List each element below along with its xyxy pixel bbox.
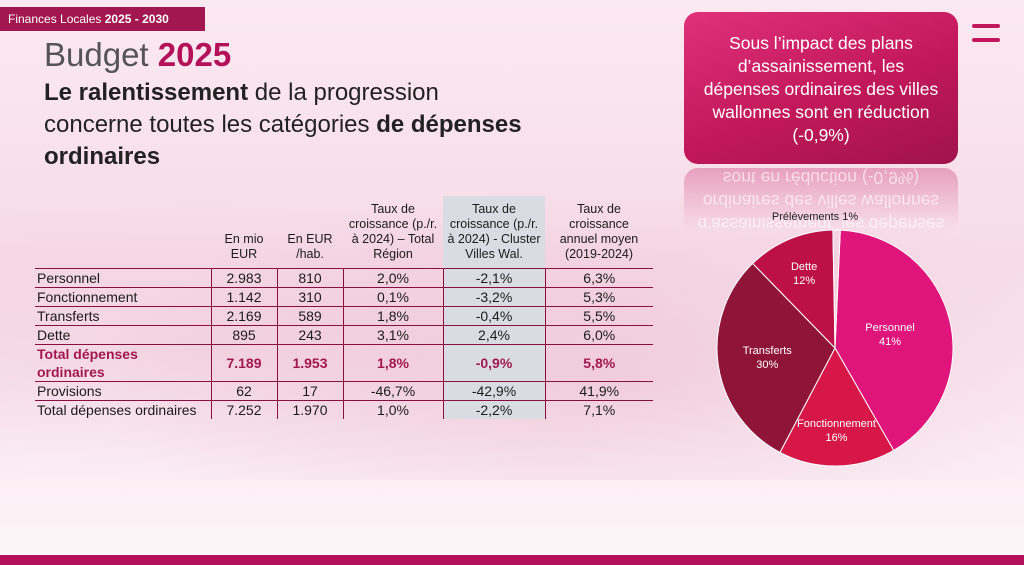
cell: 62 (210, 381, 277, 401)
pie-label-transferts: Transferts 30% (743, 344, 792, 372)
cell: 7.252 (210, 400, 277, 419)
row-label: Dette (35, 325, 211, 345)
cell: -3,2% (442, 287, 545, 307)
cell: 3,1% (342, 325, 443, 345)
section-tag: Finances Locales 2025 - 2030 (0, 7, 205, 31)
pie-label-value: 30% (756, 358, 779, 371)
cell: -0,9% (442, 344, 545, 382)
cell: 5,3% (544, 287, 653, 307)
pie-label-name: Fonctionnement (797, 417, 876, 430)
subtitle-middle: de la progression concerne toutes les ca… (44, 79, 439, 138)
cell: 1,8% (342, 306, 443, 326)
bottom-accent-bar (0, 555, 1024, 565)
pie-slice-fonctionnement (779, 346, 895, 467)
pie-slice-personnel (834, 229, 954, 452)
pie-label-prélèvements: Prélèvements 1% (771, 211, 859, 223)
callout-box: Sous l’impact des plans d’assainissement… (684, 12, 958, 164)
row-label: Personnel (35, 268, 211, 288)
title-prefix: Budget (44, 36, 149, 73)
cell: 1.970 (276, 400, 343, 419)
table-header-cluster: Taux de croissance (p./r. à 2024) - Clus… (443, 196, 545, 269)
cell: 243 (276, 325, 343, 345)
table-row: Provisions 62 17 -46,7% -42,9% 41,9% (35, 381, 653, 401)
cell: 1.142 (210, 287, 277, 307)
pie-slice-prélèvements (832, 229, 841, 349)
table-header: Taux de croissance annuel moyen (2019-20… (559, 202, 639, 261)
cell: 0,1% (342, 287, 443, 307)
pie-label-name: Transferts (742, 344, 792, 357)
cell: -42,9% (442, 381, 545, 401)
cell: 5,5% (544, 306, 653, 326)
pie-label-name: Dette (790, 260, 818, 273)
callout-reflection: Sous l’impact des plans d’assainissement… (684, 168, 958, 228)
cell: -2,2% (442, 400, 545, 419)
pie-chart: Personnel 41% Fonctionnement 16% Transferts 3… (715, 211, 955, 470)
row-label: Provisions (35, 381, 211, 401)
cell: 2.983 (210, 268, 277, 288)
row-label: Fonctionnement (35, 287, 211, 307)
pie-label-personnel: Personnel 41% (865, 321, 915, 349)
tag-years: 2025 - 2030 (104, 12, 169, 26)
hamburger-menu-icon[interactable] (972, 24, 1000, 44)
cell: 589 (276, 306, 343, 326)
pie-label-value: 12% (793, 274, 816, 287)
pie-label-value: 16% (825, 431, 848, 444)
cell: 895 (210, 325, 277, 345)
cell: 6,3% (544, 268, 653, 288)
pie-label-dette: Dette 12% (791, 260, 817, 288)
table-row-total: Total dépenses ordinaires 7.189 1.953 1,… (35, 344, 653, 382)
pie-slice-dette (751, 229, 836, 350)
cell: 7.189 (210, 344, 277, 382)
cell: 5,8% (544, 344, 653, 382)
pie-slice-transferts (716, 262, 836, 454)
cell: 1,0% (342, 400, 443, 419)
row-label: Transferts (35, 306, 211, 326)
title-year: 2025 (157, 36, 232, 73)
cell: 41,9% (544, 381, 653, 401)
table-row: Transferts 2.169 589 1,8% -0,4% 5,5% (35, 306, 653, 326)
cell: 2,4% (442, 325, 545, 345)
cell: -2,1% (442, 268, 545, 288)
pie-label-value: 41% (879, 335, 902, 348)
pie-chart-svg (716, 229, 954, 467)
subtitle-bold-2: de dépenses ordinaires (44, 111, 522, 170)
cell: -46,7% (342, 381, 443, 401)
pie-label-fonctionnement: Fonctionnement 16% (797, 417, 876, 445)
cell: 2.169 (210, 306, 277, 326)
page-title: Budget 2025 (44, 36, 231, 74)
cell: -0,4% (442, 306, 545, 326)
cell: 7,1% (544, 400, 653, 419)
subtitle-bold-1: Le ralentissement (44, 79, 249, 106)
row-label: Total dépenses ordinaires (35, 344, 211, 382)
cell: 6,0% (544, 325, 653, 345)
pie-label-name: Personnel (865, 321, 915, 334)
tag-text: Finances Locales (8, 12, 102, 26)
table-row-grand-total: Total dépenses ordinaires 7.252 1.970 1,… (35, 400, 653, 419)
cell: 17 (276, 381, 343, 401)
table-header: Taux de croissance (p./r. à 2024) – Tota… (348, 202, 438, 261)
page-subtitle: Le ralentissement de la progression conc… (44, 77, 544, 173)
table-row: Fonctionnement 1.142 310 0,1% -3,2% 5,3% (35, 287, 653, 307)
cell: 1.953 (276, 344, 343, 382)
table-row: Personnel 2.983 810 2,0% -2,1% 6,3% (35, 268, 653, 288)
callout-text: Sous l’impact des plans d’assainissement… (703, 33, 939, 145)
cell: 810 (276, 268, 343, 288)
table-row: Dette 895 243 3,1% 2,4% 6,0% (35, 325, 653, 345)
cell: 310 (276, 287, 343, 307)
cell: 1,8% (342, 344, 443, 382)
table-header: En mio EUR (224, 232, 264, 261)
row-label: Total dépenses ordinaires (35, 400, 211, 419)
cell: 2,0% (342, 268, 443, 288)
table-header: En EUR /hab. (287, 232, 333, 261)
budget-table: En mio EUR En EUR /hab. Taux de croissan… (35, 196, 653, 419)
table-header-empty (35, 196, 211, 269)
